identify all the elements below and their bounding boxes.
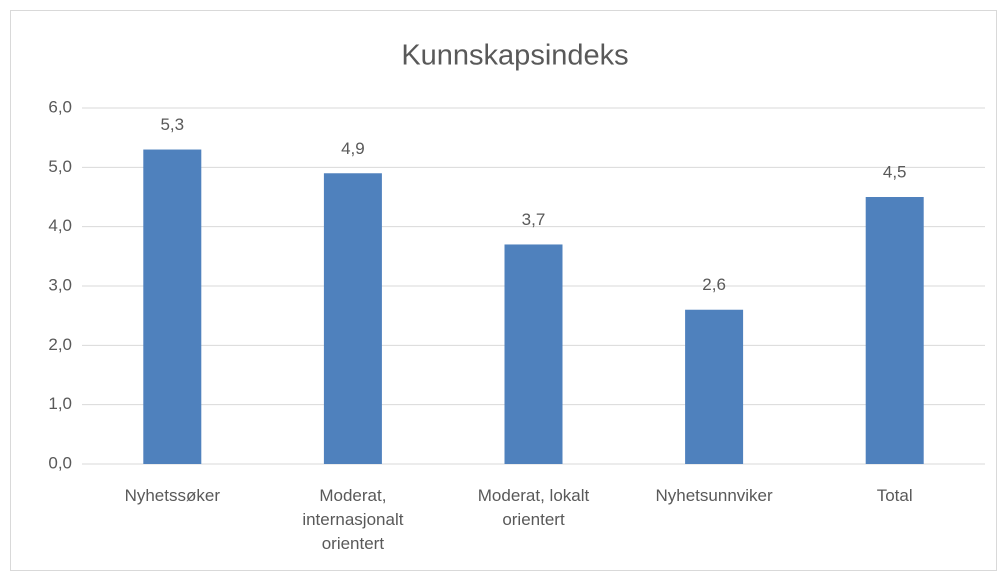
data-label: 4,5 — [883, 162, 907, 181]
y-tick-label: 6,0 — [48, 97, 72, 116]
data-label: 4,9 — [341, 139, 365, 158]
x-tick-label: Nyhetsunnviker — [655, 486, 773, 505]
bar — [143, 149, 202, 465]
y-tick-label: 5,0 — [48, 157, 72, 176]
x-tick-label: Moderat, internasjonalt orientert — [302, 486, 404, 553]
y-tick-label: 4,0 — [48, 216, 72, 235]
y-tick-label: 0,0 — [48, 453, 72, 472]
bar — [685, 309, 744, 464]
y-tick-label: 1,0 — [48, 394, 72, 413]
y-tick-label: 2,0 — [48, 335, 72, 354]
bar — [323, 173, 382, 464]
y-tick-label: 3,0 — [48, 275, 72, 294]
bar — [504, 244, 563, 464]
data-label: 3,7 — [522, 210, 546, 229]
x-tick-label: Nyhetssøker — [124, 486, 220, 505]
chart-title: Kunnskapsindeks — [401, 40, 628, 72]
data-label: 5,3 — [160, 115, 184, 134]
x-tick-label: Moderat, lokalt orientert — [477, 486, 590, 529]
data-label: 2,6 — [702, 275, 726, 294]
x-tick-label: Total — [876, 486, 913, 505]
bar — [865, 197, 924, 464]
